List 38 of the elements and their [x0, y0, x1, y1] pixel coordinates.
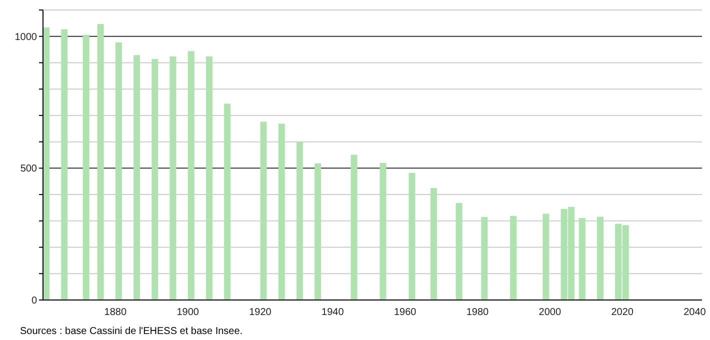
x-tick-label: 2020	[611, 307, 634, 318]
bar	[481, 216, 488, 300]
bar	[430, 188, 437, 300]
bar	[115, 42, 122, 300]
x-tick-label: 2000	[538, 307, 562, 318]
x-tick-label: 1940	[322, 307, 344, 318]
x-tick-label: 1980	[466, 307, 490, 318]
x-tick-label: 1880	[104, 307, 127, 318]
y-tick-label: 0	[31, 296, 38, 307]
bar	[456, 202, 462, 300]
x-tick-label: 2040	[684, 307, 706, 318]
bar	[260, 122, 267, 300]
bar	[224, 104, 231, 300]
bar	[296, 142, 303, 300]
bar	[61, 29, 68, 300]
bar	[542, 214, 550, 300]
bar	[188, 51, 194, 300]
source-note: Sources : base Cassini de l'EHESS et base Insee.	[20, 326, 244, 337]
bar	[82, 34, 90, 300]
bar	[596, 216, 604, 300]
bar	[134, 55, 140, 300]
bar	[278, 124, 285, 300]
y-tick-label: 1000	[14, 32, 38, 43]
x-tick-label: 1960	[394, 307, 417, 318]
bar	[43, 27, 50, 300]
bar	[170, 56, 176, 300]
bar	[510, 216, 517, 300]
bar	[578, 218, 586, 300]
bar	[314, 163, 322, 300]
bar	[408, 172, 416, 300]
x-tick-label: 1900	[176, 307, 200, 318]
x-tick-label: 1920	[249, 307, 272, 318]
bar	[152, 59, 158, 300]
y-tick-label: 500	[20, 164, 38, 175]
bar	[350, 154, 358, 300]
bar	[97, 24, 104, 300]
bar	[380, 162, 386, 300]
bar	[206, 56, 212, 300]
